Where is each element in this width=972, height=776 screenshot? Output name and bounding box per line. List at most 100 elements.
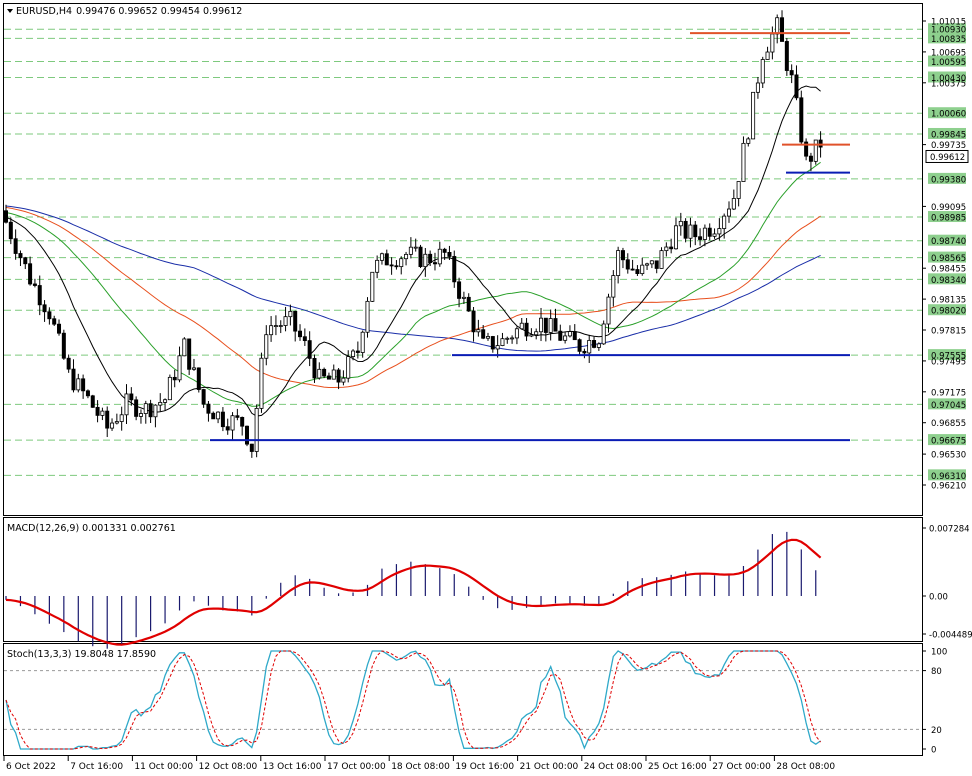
time-tick-label: 19 Oct 16:00 <box>455 762 514 772</box>
stoch-series <box>4 650 922 750</box>
bear-candle <box>592 340 597 348</box>
bear-candle <box>818 139 823 148</box>
price-tick-label: 0.96530 <box>931 451 966 461</box>
bull-candle <box>813 139 818 162</box>
current-price-label: 0.99612 <box>930 153 965 163</box>
level-badge-label: 1.00595 <box>931 58 966 68</box>
bear-candle <box>784 41 789 71</box>
ma-black-line <box>5 85 821 417</box>
bear-candle <box>707 227 712 237</box>
level-badge-label: 0.98740 <box>931 237 966 247</box>
bear-candle <box>669 246 674 250</box>
macd-tick-label: 0.00 <box>929 593 948 603</box>
bull-candle <box>254 407 259 452</box>
level-badge-label: 1.00930 <box>931 26 966 36</box>
level-badge-label: 0.97555 <box>931 352 966 362</box>
time-tick-label: 28 Oct 08:00 <box>776 762 835 772</box>
bear-candle <box>654 260 659 269</box>
stoch-title: Stoch(13,3,3) 19.8048 17.8590 <box>7 649 156 660</box>
level-badge <box>928 107 966 119</box>
bull-candle <box>423 253 428 268</box>
level-badge <box>928 127 966 139</box>
bull-candle <box>722 215 727 229</box>
bear-candle <box>302 336 307 342</box>
ma-orange-line <box>5 206 821 388</box>
time-tick-label: 18 Oct 08:00 <box>391 762 450 772</box>
price-tick-label: 1.00695 <box>931 48 966 58</box>
time-tick-label: 13 Oct 16:00 <box>263 762 322 772</box>
macd-series <box>5 531 822 649</box>
macd-tick-label: 0.007284 <box>929 525 970 535</box>
level-badge <box>928 304 966 316</box>
bear-candle <box>61 332 66 359</box>
bull-candle <box>182 338 187 357</box>
bear-candle <box>582 350 587 354</box>
bear-candle <box>630 268 635 271</box>
bear-candle <box>28 263 33 285</box>
bear-candle <box>432 262 437 265</box>
price-tick-label: 0.99095 <box>931 203 966 213</box>
level-badge-label: 0.99845 <box>931 130 966 140</box>
bear-candle <box>85 390 90 397</box>
time-tick-label: 6 Oct 2022 <box>6 762 56 772</box>
bear-candle <box>148 403 153 418</box>
level-badge-label: 1.00835 <box>931 35 966 45</box>
bear-candle <box>244 425 249 445</box>
bear-candle <box>326 375 331 380</box>
macd-tick-label: -0.004489 <box>929 631 972 641</box>
bull-candle <box>717 228 722 235</box>
level-badge <box>928 434 966 446</box>
bear-candle <box>558 330 563 341</box>
bull-candle <box>437 248 442 265</box>
bear-candle <box>466 296 471 312</box>
price-tick-label: 1.00375 <box>931 79 966 89</box>
current-price-badge <box>925 149 969 163</box>
bull-candle <box>539 317 544 333</box>
stoch-tick-label: 20 <box>931 726 942 736</box>
bear-candle <box>57 323 62 334</box>
bear-candle <box>794 74 799 99</box>
bull-candle <box>413 246 418 249</box>
bull-candle <box>408 246 413 255</box>
time-tick-label: 7 Oct 16:00 <box>70 762 123 772</box>
bull-candle <box>269 325 274 336</box>
bull-candle <box>659 250 664 269</box>
bear-candle <box>355 350 360 353</box>
bull-candle <box>495 345 500 350</box>
level-badge <box>928 55 966 67</box>
bull-candle <box>649 260 654 265</box>
svg-text:EURUSD,H40.99476 0.99652 0.994: EURUSD,H4 0.99476 0.99652 0.99454 0.99612 <box>16 6 242 17</box>
macd-panel-frame <box>3 517 923 642</box>
bear-candle <box>13 238 18 254</box>
bear-candle <box>220 411 225 428</box>
time-tick-label: 12 Oct 08:00 <box>199 762 258 772</box>
moving-averages <box>5 85 821 417</box>
bull-candle <box>163 399 168 403</box>
bear-candle <box>240 416 245 427</box>
price-tick-label: 0.97815 <box>931 327 966 337</box>
bear-candle <box>312 358 317 379</box>
bear-candle <box>442 248 447 253</box>
bear-candle <box>206 403 211 414</box>
bear-candle <box>307 340 312 359</box>
level-badge <box>928 32 966 44</box>
ohlc-values: 0.99476 0.99652 0.99454 0.99612 <box>76 6 242 17</box>
time-tick-label: 24 Oct 08:00 <box>584 762 643 772</box>
price-tick-label: 0.99735 <box>931 141 966 151</box>
bull-candle <box>404 253 409 260</box>
dropdown-triangle-icon[interactable] <box>7 9 13 13</box>
bull-candle <box>143 403 148 414</box>
bull-candle <box>461 296 466 299</box>
bear-candle <box>457 281 462 299</box>
candles <box>4 10 823 458</box>
bear-candle <box>524 322 529 337</box>
bull-candle <box>273 325 278 327</box>
bull-candle <box>346 356 351 379</box>
bull-candle <box>365 300 370 333</box>
bull-candle <box>500 338 505 346</box>
bull-candle <box>727 208 732 217</box>
bear-candle <box>32 283 37 286</box>
horizontal-levels[interactable] <box>210 32 850 442</box>
price-tick-label: 0.98135 <box>931 296 966 306</box>
